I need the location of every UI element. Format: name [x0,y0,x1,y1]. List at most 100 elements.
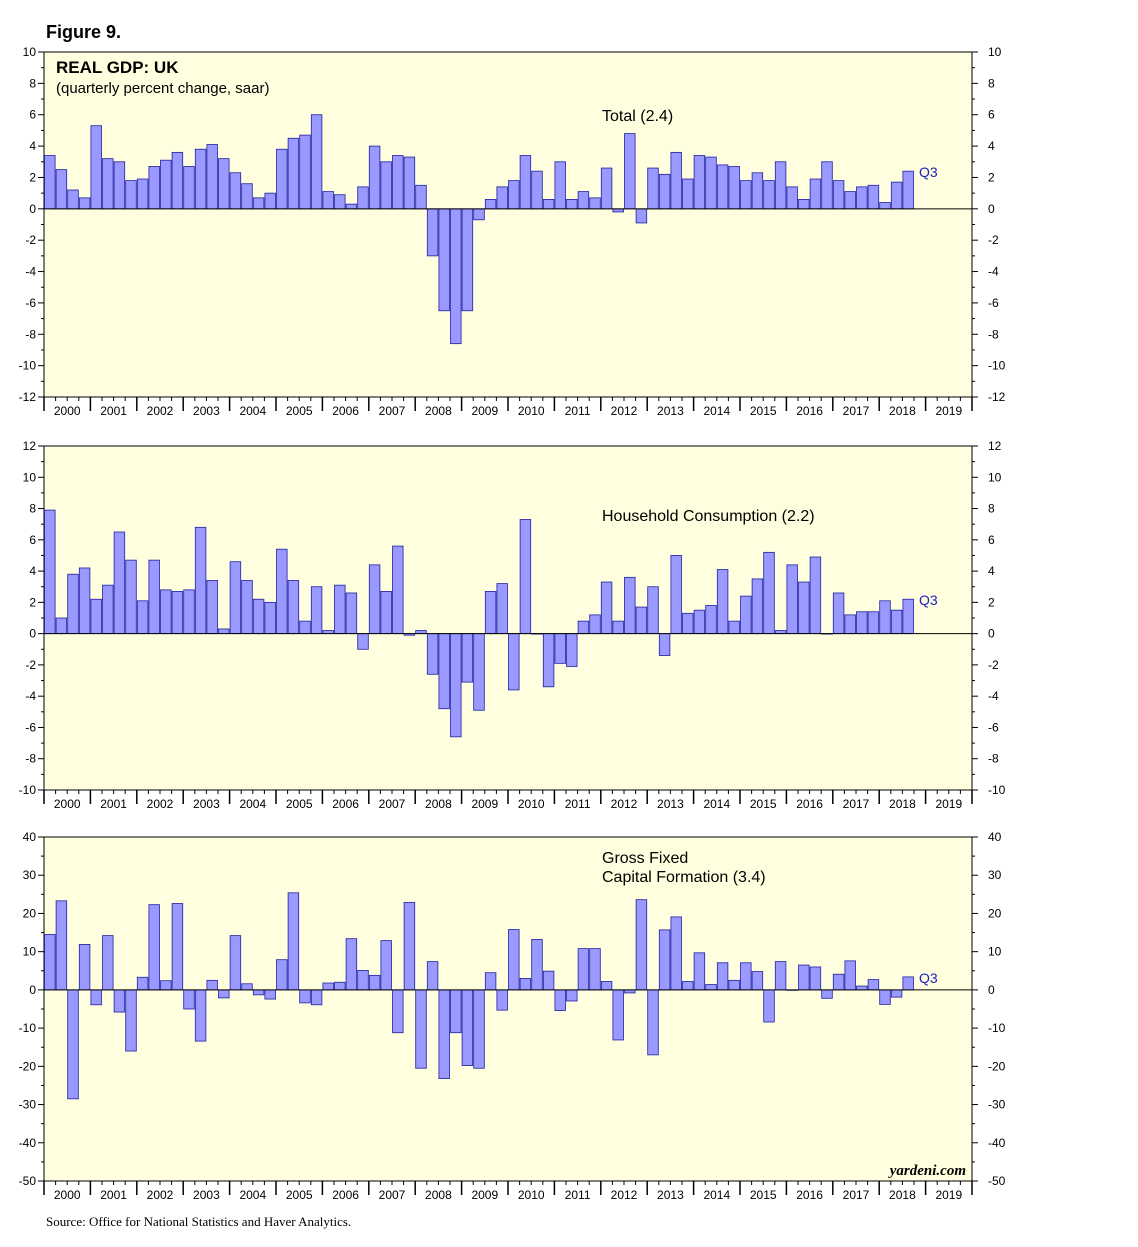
bar [496,186,508,210]
y-tick-label-left: 8 [29,502,36,516]
y-tick-label-left: -12 [19,390,37,404]
y-tick-label-right: 4 [988,139,995,153]
year-label: 2011 [565,797,591,811]
y-tick-label-left: 4 [29,564,36,578]
bar [867,979,880,991]
year-label: 2000 [54,1188,81,1202]
year-label: 2015 [750,1188,777,1202]
bar [218,628,230,635]
bar [380,940,392,991]
bar [380,161,392,210]
bar [55,617,68,635]
bar [194,526,207,635]
bar [484,591,497,635]
y-tick-label-right: -4 [988,689,999,703]
bar [798,199,810,210]
y-tick-label-right: 20 [988,906,1002,920]
bar [426,208,439,257]
bar [125,180,137,210]
bar [635,899,648,991]
y-tick-label-right: -30 [988,1098,1006,1112]
bar [264,192,276,210]
bar [670,151,682,210]
bar [682,981,694,991]
bar [658,173,671,210]
y-tick-label-right: 0 [988,627,995,641]
bar [276,959,288,991]
bar [821,989,833,999]
bar [531,170,543,210]
bar [287,892,300,991]
bar [798,964,810,991]
bar [310,989,323,1006]
bar [473,633,485,711]
bar [102,158,114,210]
bar [426,633,439,675]
bar [44,509,56,635]
bar [856,985,868,991]
year-label: 2006 [332,1188,359,1202]
bar [879,600,891,635]
bar [740,595,752,635]
chart-panel-household-consumption: -10 -10 -8 -8 -6 -6 -4 -4 -2 -2 0 0 2 2 4 4 6 6 8 8 10 10 12 12… [19,439,1006,811]
year-label: 2001 [100,404,127,418]
year-label: 2005 [286,1188,313,1202]
y-tick-label-left: 6 [29,533,36,547]
bar [519,978,532,991]
y-tick-label-left: 0 [29,983,36,997]
bar [554,989,566,1011]
year-label: 2008 [425,797,452,811]
bar [844,614,856,635]
year-label: 2010 [518,797,545,811]
y-tick-label-right: -8 [988,327,999,341]
year-label: 2012 [611,404,638,418]
bar [890,181,903,210]
bar [148,559,160,635]
bar [751,578,764,635]
bar [612,989,624,1041]
bar [160,159,172,210]
year-label: 2006 [332,797,359,811]
bar [218,989,230,999]
year-label: 2014 [703,1188,730,1202]
y-tick-label-right: 4 [988,564,995,578]
bar [461,633,474,683]
bar [716,962,729,991]
bar [496,583,508,635]
bar [310,586,323,635]
bar [856,186,868,210]
year-label: 2012 [611,797,638,811]
bar [438,633,450,710]
bar [241,183,253,210]
bar [542,199,555,210]
y-tick-label-right: -8 [988,752,999,766]
year-label: 2007 [379,1188,406,1202]
y-tick-label-left: 10 [23,945,37,959]
bar [403,901,416,991]
bar [867,611,880,635]
bar [624,133,636,210]
bar [832,592,845,635]
bar [380,591,392,635]
y-tick-label-right: 10 [988,45,1002,59]
bar [554,161,566,210]
year-label: 2008 [425,1188,452,1202]
bar [844,191,856,210]
bar [751,172,764,210]
y-tick-label-right: 6 [988,108,995,122]
bar [890,989,903,998]
bar [728,979,740,991]
bar [125,989,137,1052]
bar [78,567,91,635]
y-tick-label-right: -12 [988,390,1006,404]
y-tick-label-right: -2 [988,658,999,672]
bar [299,620,311,635]
year-label: 2017 [843,797,870,811]
year-label: 2003 [193,404,220,418]
bar [589,197,601,210]
year-label: 2019 [935,797,962,811]
year-label: 2016 [796,797,823,811]
bar [148,904,160,991]
bar [484,199,497,210]
